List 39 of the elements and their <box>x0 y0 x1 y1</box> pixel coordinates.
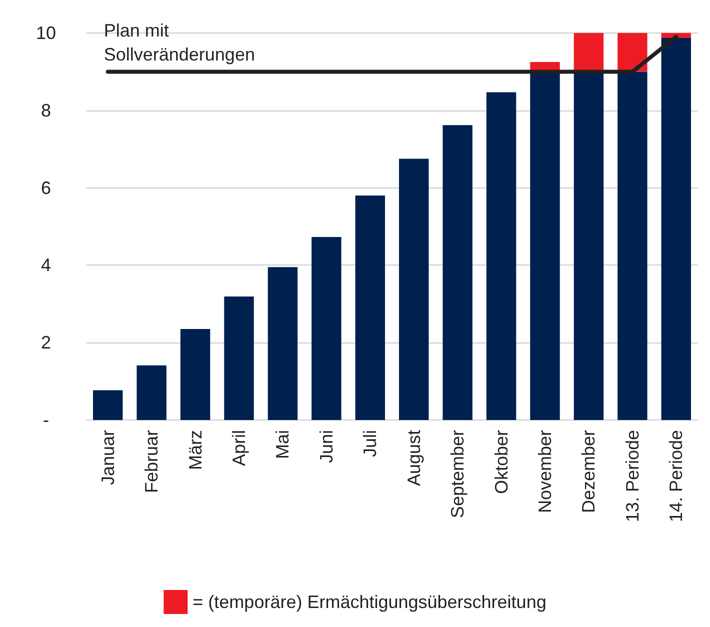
x-tick-label: April <box>229 430 249 466</box>
x-tick-label: Mai <box>272 430 293 460</box>
y-tick-label: 2 <box>40 332 52 353</box>
x-tick-label: 14. Periode <box>666 430 686 522</box>
y-tick-label: 6 <box>40 178 52 198</box>
bar <box>398 158 429 420</box>
bar <box>574 72 604 420</box>
bar <box>530 72 560 420</box>
x-tick-label: August <box>404 430 424 486</box>
bar <box>661 33 692 38</box>
x-tick-label: Februar <box>142 430 162 494</box>
bar <box>312 236 342 420</box>
x-tick-label: November <box>535 430 555 514</box>
y-tick-label: 8 <box>40 100 52 120</box>
x-tick-label: März <box>185 430 206 470</box>
bar <box>661 38 692 420</box>
bar <box>224 296 254 420</box>
bar <box>486 92 516 420</box>
bar <box>618 72 648 420</box>
x-tick-label: 13. Periode <box>622 430 642 522</box>
y-tick-label: - <box>43 410 49 430</box>
x-tick-label: Juli <box>360 430 380 458</box>
series-label: Plan mit Sollveränderungen <box>104 20 255 65</box>
bar <box>268 267 298 420</box>
bar <box>136 365 166 420</box>
x-tick-label: Oktober <box>491 430 512 494</box>
bar <box>180 329 210 420</box>
bar <box>92 390 123 420</box>
y-tick-label: 10 <box>36 23 56 43</box>
bar <box>442 125 472 420</box>
bar <box>355 196 386 420</box>
bar <box>618 33 648 72</box>
y-tick-label: 4 <box>40 255 52 276</box>
x-tick-label: Januar <box>98 430 118 486</box>
bar <box>574 33 604 72</box>
x-tick-label: Juni <box>316 430 336 464</box>
legend-label: = (temporäre) Ermächtigungsüberschreitung <box>192 592 546 612</box>
x-tick-label: September <box>448 430 468 518</box>
x-tick-label: Dezember <box>578 430 599 514</box>
